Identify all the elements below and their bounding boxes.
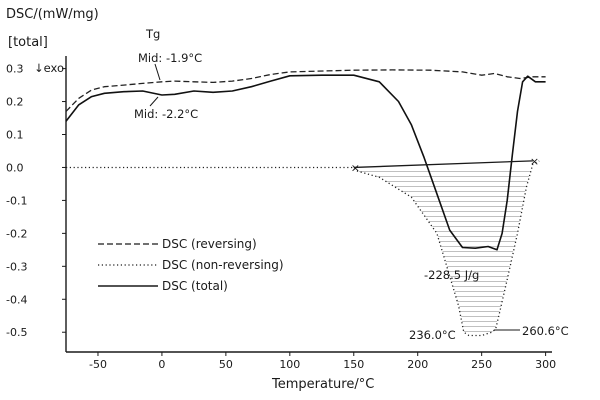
y-tick-label: -0.4	[6, 293, 27, 306]
y-tick-label: 0.2	[6, 96, 24, 109]
baseline-marker: ×	[530, 155, 539, 168]
exo-direction-label: ↓exo	[34, 61, 64, 75]
y-tick-label: -0.1	[6, 194, 27, 207]
series-solid-line	[65, 74, 546, 251]
x-tick-label: 0	[158, 358, 165, 371]
legend-label: DSC (total)	[162, 279, 228, 293]
y-tick-label: 0.0	[6, 161, 24, 174]
onset-temperature-label: 236.0°C	[409, 328, 456, 342]
legend-label: DSC (reversing)	[162, 237, 257, 251]
y-tick-label: -0.5	[6, 326, 27, 339]
x-tick-label: 150	[343, 358, 364, 371]
tg-mid-total-label: Mid: -2.2°C	[134, 107, 198, 121]
offset-temperature-label: 260.6°C	[522, 324, 569, 338]
tg-total-pointer	[149, 96, 159, 107]
peak-baseline	[353, 160, 533, 169]
y-tick-label: 0.3	[6, 63, 24, 76]
peak-area-hatch	[358, 171, 531, 332]
x-tick-label: 300	[535, 358, 556, 371]
y-tick-label: -0.3	[6, 260, 27, 273]
legend-label: DSC (non-reversing)	[162, 258, 284, 272]
series-dashed-line	[65, 69, 546, 112]
y-tick-label: -0.2	[6, 227, 27, 240]
tg-reversing-pointer	[154, 63, 161, 81]
tg-label: Tg	[145, 27, 160, 41]
y-axis-title: DSC/(mW/mg)	[6, 7, 99, 22]
x-tick-label: 250	[471, 358, 492, 371]
enthalpy-label: -228.5 J/g	[424, 268, 479, 282]
legend: DSC (reversing) DSC (non-reversing) DSC (t…	[98, 237, 284, 293]
tg-mid-reversing-label: Mid: -1.9°C	[138, 51, 202, 65]
series-dotted-line	[66, 160, 540, 337]
x-tick-label: -50	[89, 358, 107, 371]
x-tick-label: 100	[279, 358, 300, 371]
y-axis-tag: [total]	[8, 35, 48, 50]
x-axis-title: Temperature/°C	[271, 377, 374, 392]
x-tick-label: 200	[407, 358, 428, 371]
axis-ticks: -50 0 50 100 150 200 250 300 0.3 0.2 0.1 0.0 -0.1 -0.…	[6, 63, 556, 371]
y-tick-label: 0.1	[6, 129, 24, 142]
x-tick-label: 50	[219, 358, 233, 371]
